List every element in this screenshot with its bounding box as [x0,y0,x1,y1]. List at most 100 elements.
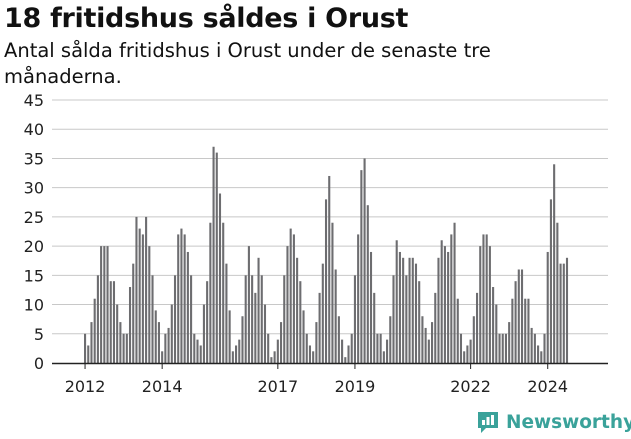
bar [209,222,212,363]
bar [437,257,440,363]
y-tick-label: 40 [24,120,44,139]
y-tick-label: 10 [24,296,44,315]
bar [344,357,347,363]
y-tick-label: 25 [24,208,44,227]
bar [469,339,472,363]
bar [328,175,331,363]
bar [180,228,183,363]
bar [508,322,511,363]
bar [106,246,109,363]
bar [122,333,125,363]
bar [501,333,504,363]
bar [254,292,257,363]
bar [109,281,112,363]
bar [241,316,244,363]
bar [353,275,356,363]
bar [93,298,96,363]
bar [524,298,527,363]
bar [514,281,517,363]
bar [347,345,350,363]
bar [456,298,459,363]
bar [427,339,430,363]
bar [360,170,363,363]
y-tick-label: 15 [24,266,44,285]
bar [312,351,315,363]
bar [212,146,215,363]
bar [305,333,308,363]
bar [459,333,463,363]
bar [151,275,154,363]
x-axis-tick-labels: 2012 2014 2017 2019 2022 2024 [65,363,568,396]
bar [193,333,196,363]
bar [206,281,209,363]
bar [324,199,328,363]
bar [472,316,475,363]
bar [321,263,324,363]
bar [125,333,128,363]
newsworthy-logo[interactable]: Newsworthy [476,408,631,436]
bar [215,152,218,363]
bar [527,298,530,363]
bar [167,327,170,363]
bar [112,281,116,363]
bar [161,351,164,363]
bar [289,228,292,363]
bar [299,281,302,363]
bar [279,322,283,363]
bar [405,275,408,363]
bar [302,310,305,363]
y-tick-label: 5 [34,325,44,344]
bar [273,351,276,363]
highlight-annotation: 18 [568,0,589,5]
bar [341,339,344,363]
bar [263,304,267,363]
bar [87,345,90,363]
bar [267,333,270,363]
bar [395,240,398,363]
bar [520,269,524,363]
x-tick-label: 2019 [335,377,376,396]
bar [96,275,99,363]
bar [424,327,427,363]
bar [190,275,193,363]
bar [466,345,469,363]
bar [382,351,385,363]
y-tick-label: 20 [24,237,44,256]
bar [553,164,556,363]
bar [202,304,205,363]
chart-subtitle: Antal sålda fritidshus i Orust under de … [4,39,491,88]
bar [148,246,151,363]
bar [366,205,369,363]
bar [286,246,289,363]
bar [145,216,148,363]
bar [350,333,353,363]
brand-name: Newsworthy [506,411,631,433]
bar [228,310,231,363]
bar [434,292,437,363]
chart-title: 18 fritidshus såldes i Orust [4,3,409,34]
bar [135,216,138,363]
bar [408,257,411,363]
bar [100,246,103,363]
bar [247,246,250,363]
x-tick-label: 2012 [65,377,106,396]
x-tick-label: 2024 [527,377,568,396]
bar [218,193,222,363]
bar [453,222,456,363]
bar [565,257,569,363]
bar [337,316,340,363]
bar [559,263,562,363]
bar [257,257,260,363]
bar [463,351,466,363]
bar [231,351,234,363]
bar [556,222,559,363]
bar [222,222,225,363]
x-tick-label: 2017 [257,377,298,396]
bar [357,234,360,363]
y-tick-label: 0 [34,354,44,373]
bar [546,251,549,363]
bar [418,281,421,363]
bar [533,333,536,363]
bar [183,234,186,363]
